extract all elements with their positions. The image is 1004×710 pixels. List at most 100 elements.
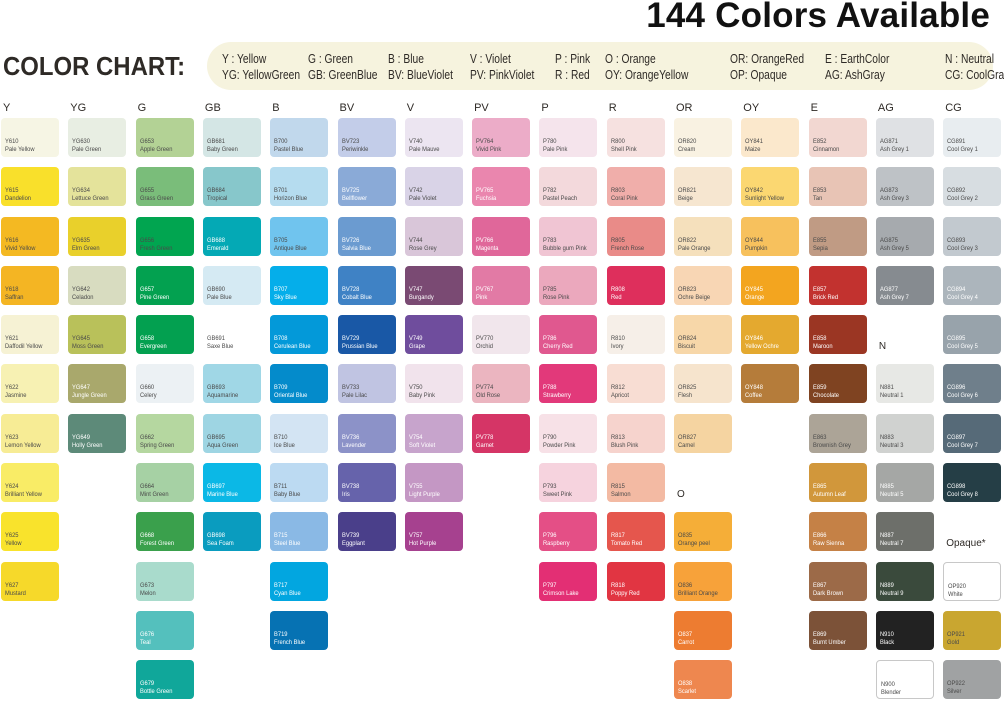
color-swatch: E859 Chocolate (808, 364, 867, 404)
swatch-color-code: V755 (408, 483, 423, 491)
swatch-color-code: AG873 (879, 187, 898, 195)
swatch-color-code: N889 (879, 581, 894, 589)
swatch-color-name: Light Purple (408, 491, 440, 499)
color-swatch: BV729 Prussian Blue (337, 315, 396, 355)
family-header: G (137, 102, 147, 114)
swatch-color-code: Y610 (5, 138, 19, 145)
legend-entry: PV: PinkViolet (470, 68, 535, 82)
color-swatch: PV770 Orchid (472, 315, 531, 355)
swatch-color-code: G660 (139, 384, 154, 392)
swatch-color-code: E863 (812, 433, 827, 441)
swatch-color-name: Evergreen (139, 343, 167, 351)
swatch-color-name: Forest Green (139, 540, 174, 548)
color-swatch: CG892 Cool Grey 2 (943, 167, 1002, 207)
color-swatch: N910 Black (875, 610, 934, 650)
color-swatch: R812 Apricot (606, 364, 665, 404)
color-family-column: E E852 Cinnamon E853 Tan E855 Sepia E857 Brick R… (808, 102, 869, 660)
swatch-color-code: OY844 (745, 236, 764, 244)
color-swatch: BV725 Bellflower (337, 167, 396, 207)
color-swatch: N887 Neutral 7 (875, 512, 934, 552)
color-swatch: V749 Grape (404, 315, 463, 355)
swatch-color-code: OY841 (745, 138, 764, 145)
swatch-color-name: Carrot (678, 638, 695, 646)
swatch-color-code: E852 (812, 138, 827, 145)
swatch-color-code: V744 (408, 236, 423, 244)
swatch-color-name: Vivid Yellow (5, 244, 36, 252)
swatch-color-name: Lettuce Green (72, 195, 109, 203)
color-swatch: OP922 Silver (943, 660, 1002, 700)
color-swatch: O836 Brilliant Orange (674, 561, 732, 601)
swatch-color-code: N883 (879, 433, 894, 441)
color-swatch: Y621 Daffodil Yellow (1, 315, 59, 355)
swatch-color-name: Soft Violet (408, 441, 436, 449)
swatch-color-name: Prussian Blue (341, 343, 378, 351)
color-swatch: Y623 Lemon Yellow (1, 413, 59, 453)
chart-title: COLOR CHART: (3, 51, 186, 81)
color-swatch: E863 Brownish Grey (808, 413, 867, 453)
family-header: N (876, 315, 936, 354)
legend-entry: YG: YellowGreen (222, 68, 301, 82)
swatch-color-name: Baby Pink (408, 392, 435, 400)
swatch-color-code: G656 (139, 236, 154, 244)
swatch-color-code: OP921 (947, 630, 966, 638)
swatch-color-name: Jasmine (5, 392, 27, 400)
swatch-color-code: B705 (274, 236, 288, 244)
swatch-color-name: Baby Blue (274, 491, 301, 499)
swatch-color-code: B700 (274, 138, 288, 145)
color-swatch: E869 Burnt Umber (808, 610, 867, 650)
color-swatch: OP921 Gold (943, 610, 1002, 650)
swatch-color-name: Maize (745, 146, 761, 153)
swatch-color-name: Marine Blue (206, 491, 238, 499)
swatch-color-name: Vivid Pink (476, 146, 502, 153)
swatch-color-name: Ash Grey 1 (879, 146, 909, 153)
swatch-color-code: B717 (274, 581, 288, 589)
swatch-color-code: P796 (543, 532, 557, 540)
color-swatch: BV738 Iris (337, 463, 396, 503)
color-swatch: G655 Grass Green (135, 167, 194, 207)
swatch-color-name: Lavender (341, 441, 366, 449)
family-header: OY (743, 102, 760, 114)
swatch-color-name: Grape (408, 343, 425, 351)
swatch-color-name: Eggplant (341, 540, 365, 548)
swatch-color-name: Burnt Umber (812, 638, 846, 646)
swatch-color-code: PV764 (476, 138, 494, 145)
family-header: BV (339, 102, 355, 114)
swatch-color-name: Cyan Blue (274, 589, 301, 597)
family-header: AG (877, 102, 894, 114)
swatch-color-code: V757 (408, 532, 423, 540)
swatch-color-code: G676 (139, 630, 154, 638)
swatch-color-name: Ochre Beige (678, 293, 711, 301)
color-family-column: V V740 Pale Mauve V742 Pale Violet V744 Rose G… (404, 102, 465, 562)
family-header: GB (204, 102, 221, 114)
swatch-color-code: R817 (610, 532, 625, 540)
color-code-legend: Y : Yellow YG: YellowGreen G : Green GB: Gr… (207, 42, 1004, 90)
swatch-color-code: BV723 (341, 138, 359, 145)
swatch-color-code: PV778 (476, 433, 494, 441)
color-swatch: V750 Baby Pink (404, 364, 463, 404)
swatch-color-code: PV774 (476, 384, 494, 392)
swatch-color-code: P782 (543, 187, 557, 195)
swatch-color-code: YG635 (72, 236, 91, 244)
color-swatch: YG634 Lettuce Green (68, 167, 127, 207)
swatch-color-name: Gold (947, 638, 960, 646)
color-swatch: B711 Baby Blue (270, 463, 329, 503)
swatch-color-code: OR827 (678, 433, 697, 441)
swatch-color-name: Cool Grey 7 (947, 441, 979, 449)
color-family-column: PV PV764 Vivid Pink PV765 Fuchsia PV766 Magent… (472, 102, 532, 463)
swatch-color-code: CG897 (947, 433, 966, 441)
color-swatch: G662 Spring Green (135, 413, 194, 453)
color-family-column: G G653 Apple Green G655 Grass Green G656 Fresh… (135, 102, 196, 710)
legend-entry: V : Violet (470, 52, 511, 66)
swatch-color-code: E866 (812, 532, 827, 540)
swatch-color-name: Pastel Blue (274, 146, 304, 153)
swatch-color-code: OY846 (745, 335, 764, 343)
swatch-color-name: Autumn Leaf (812, 491, 846, 499)
color-family-column: OR OR820 Cream OR821 Beige OR822 Pale Orange OR… (674, 102, 734, 710)
color-swatch: Y624 Brilliant Yellow (1, 463, 59, 503)
swatch-color-name: Dark Brown (812, 589, 843, 597)
swatch-color-name: Neutral 3 (879, 441, 904, 449)
swatch-color-code: OR823 (678, 285, 697, 293)
swatch-color-name: Strawberry (543, 392, 572, 400)
swatch-color-name: Elm Green (72, 244, 100, 252)
color-swatch: OY842 Sunlight Yellow (741, 167, 800, 207)
